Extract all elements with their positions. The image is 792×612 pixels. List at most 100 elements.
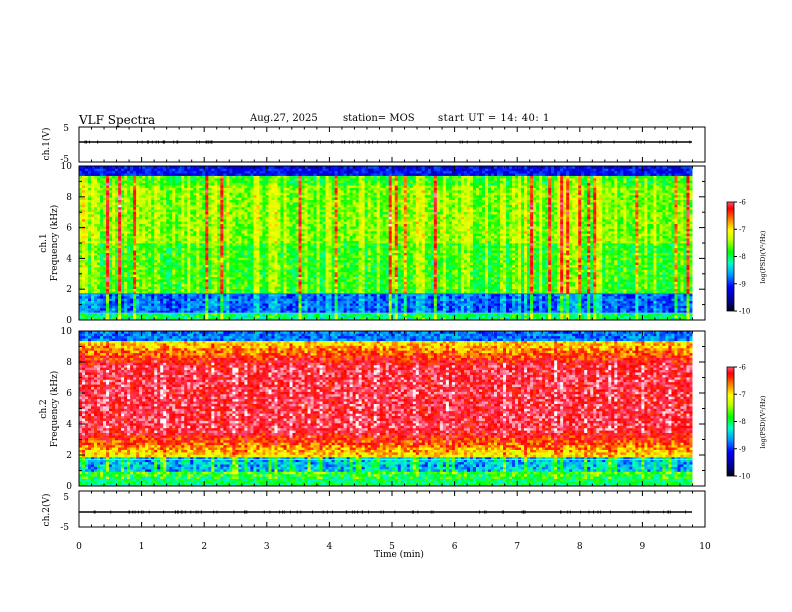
spectrogram-cell — [121, 277, 124, 280]
spectrogram-cell — [94, 231, 97, 234]
spectrogram-cell — [97, 284, 100, 287]
spectrogram-cell — [118, 188, 121, 191]
spectrogram-cell — [112, 200, 115, 203]
spectrogram-cell — [103, 180, 106, 183]
spectrogram-cell — [148, 217, 151, 220]
spectrogram-cell — [151, 183, 154, 186]
spectrogram-cell — [148, 190, 151, 193]
spectrogram-cell — [127, 192, 130, 195]
spectrogram-cell — [100, 282, 103, 285]
spectrogram-cell — [121, 250, 124, 253]
spectrogram-cell — [133, 308, 136, 311]
spectrogram-cell — [112, 236, 115, 239]
spectrogram-cell — [151, 178, 154, 181]
spectrogram-cell — [127, 205, 130, 208]
spectrogram-cell — [112, 257, 115, 260]
spectrogram-cell — [100, 185, 103, 188]
spectrogram-cell — [154, 265, 157, 268]
spectrogram-cell — [148, 274, 151, 277]
spectrogram-cell — [106, 219, 109, 222]
spectrogram-cell — [124, 277, 127, 280]
spectrogram-cell — [91, 183, 94, 186]
spectrogram-cell — [139, 214, 142, 217]
spectrogram-cell — [100, 168, 103, 171]
spectrogram-cell — [109, 183, 112, 186]
spectrogram-cell — [133, 214, 136, 217]
spectrogram-cell — [136, 279, 139, 282]
spectrogram-cell — [142, 217, 145, 220]
spectrogram-cell — [142, 262, 145, 265]
spectrogram-cell — [94, 176, 97, 179]
spectrogram-cell — [118, 265, 121, 268]
spectrogram-cell — [91, 233, 94, 236]
spectrogram-cell — [127, 308, 130, 311]
spectrogram-cell — [130, 219, 133, 222]
spectrogram-cell — [106, 248, 109, 251]
spectrogram-cell — [85, 269, 88, 272]
spectrogram-cell — [115, 168, 118, 171]
spectrogram-cell — [130, 284, 133, 287]
spectrogram-cell — [88, 188, 91, 191]
spectrogram-cell — [136, 233, 139, 236]
spectrogram-cell — [115, 180, 118, 183]
spectrogram-cell — [100, 262, 103, 265]
spectrogram-cell — [85, 200, 88, 203]
spectrogram-cell — [100, 200, 103, 203]
spectrogram-cell — [130, 229, 133, 232]
spectrogram-cell — [127, 250, 130, 253]
spectrogram-cell — [115, 185, 118, 188]
spectrogram-cell — [85, 217, 88, 220]
spectrogram-cell — [139, 238, 142, 241]
spectrogram-cell — [139, 236, 142, 239]
spectrogram-cell — [127, 231, 130, 234]
spectrogram-cell — [154, 245, 157, 248]
spectrogram-cell — [103, 250, 106, 253]
spectrogram-cell — [115, 236, 118, 239]
spectrogram-cell — [154, 260, 157, 263]
spectrogram-cell — [88, 243, 91, 246]
spectrogram-cell — [118, 279, 121, 282]
spectrogram-cell — [151, 243, 154, 246]
spectrogram-cell — [130, 192, 133, 195]
spectrogram-cell — [133, 217, 136, 220]
spectrogram-cell — [97, 250, 100, 253]
spectrogram-cell — [145, 200, 148, 203]
spectrogram-cell — [100, 171, 103, 174]
spectrogram-cell — [124, 190, 127, 193]
spectrogram-cell — [145, 192, 148, 195]
spectrogram-cell — [130, 185, 133, 188]
ch1-waveform-panel: 5 -5 ch.1(V) — [41, 124, 705, 165]
spectrogram-cell — [97, 274, 100, 277]
spectrogram-cell — [94, 219, 97, 222]
spectrogram-cell — [103, 274, 106, 277]
spectrogram-cell — [115, 195, 118, 198]
spectrogram-cell — [124, 176, 127, 179]
spectrogram-cell — [151, 267, 154, 270]
spectrogram-cell — [118, 178, 121, 181]
spectrogram-cell — [127, 180, 130, 183]
spectrogram-cell — [100, 190, 103, 193]
spectrogram-cell — [133, 289, 136, 292]
spectrogram-cell — [88, 282, 91, 285]
spectrogram-cell — [100, 241, 103, 244]
spectrogram-cell — [145, 180, 148, 183]
spectrogram-cell — [118, 217, 121, 220]
spectrogram-cell — [85, 197, 88, 200]
spectrogram-cell — [82, 171, 85, 174]
spectrogram-cell — [133, 269, 136, 272]
spectrogram-cell — [97, 301, 100, 304]
spectrogram-cell — [142, 173, 145, 176]
spectrogram-cell — [127, 217, 130, 220]
spectrogram-cell — [112, 180, 115, 183]
spectrogram-cell — [103, 306, 106, 309]
spectrogram-cell — [100, 245, 103, 248]
spectrogram-cell — [124, 267, 127, 270]
spectrogram-cell — [94, 192, 97, 195]
spectrogram-cell — [97, 306, 100, 309]
spectrogram-cell — [106, 171, 109, 174]
spectrogram-cell — [109, 190, 112, 193]
spectrogram-cell — [145, 301, 148, 304]
spectrogram-cell — [103, 185, 106, 188]
spectrogram-cell — [88, 219, 91, 222]
spectrogram-cell — [106, 231, 109, 234]
